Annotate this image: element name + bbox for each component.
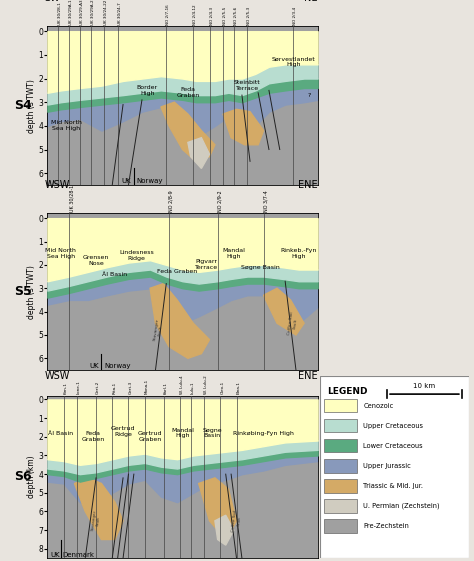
Text: Mid North
Sea High: Mid North Sea High — [46, 248, 76, 259]
Text: S4: S4 — [14, 99, 32, 112]
Text: ?: ? — [308, 93, 311, 98]
Text: Lindesness
Ridge: Lindesness Ridge — [119, 250, 154, 261]
Text: Karl-1: Karl-1 — [164, 382, 168, 394]
Text: S5: S5 — [14, 285, 32, 298]
Text: Kim-1: Kim-1 — [64, 382, 68, 394]
Bar — [324, 519, 357, 533]
Text: NO 2/3-4: NO 2/3-4 — [293, 7, 297, 25]
Text: Grensen
Nose: Grensen Nose — [83, 255, 109, 265]
Polygon shape — [74, 478, 123, 540]
Polygon shape — [215, 515, 234, 545]
Text: Søgne
Basin: Søgne Basin — [202, 427, 222, 439]
Text: NO 2/4-3: NO 2/4-3 — [210, 7, 213, 25]
Text: Steinbitt
Terrace: Steinbitt Terrace — [234, 80, 261, 91]
Text: Gertrud
Ridge: Gertrud Ridge — [111, 426, 135, 436]
Text: Coffee Soil
Fault: Coffee Soil Fault — [287, 311, 299, 335]
Text: NO 2/5-5: NO 2/5-5 — [223, 7, 227, 25]
Text: Gertrud
Graben: Gertrud Graben — [138, 431, 162, 442]
Polygon shape — [199, 478, 237, 540]
Text: UK 30/28-1: UK 30/28-1 — [69, 185, 74, 212]
Text: ENE: ENE — [298, 371, 318, 381]
Text: W. Lulu-2: W. Lulu-2 — [204, 375, 208, 394]
Text: UK 30/29-A3: UK 30/29-A3 — [80, 0, 84, 25]
Text: Coffee Soil
Fault: Coffee Soil Fault — [231, 509, 242, 532]
Text: Stavanger
Fault: Stavanger Fault — [91, 510, 101, 532]
Text: Feda Graben: Feda Graben — [157, 269, 197, 274]
Text: W. Lulu-4: W. Lulu-4 — [180, 375, 184, 394]
Text: NO 2/9-2: NO 2/9-2 — [218, 191, 223, 212]
Text: Cenozoic: Cenozoic — [363, 403, 393, 408]
Text: Rita-1: Rita-1 — [112, 381, 116, 394]
Text: Denmark: Denmark — [62, 553, 94, 558]
Text: Mona-1: Mona-1 — [145, 379, 149, 394]
Text: UK 30/29A-1: UK 30/29A-1 — [69, 0, 73, 25]
Text: Mid North
Sea High: Mid North Sea High — [51, 121, 82, 131]
Text: Triassic & Mid. Jur.: Triassic & Mid. Jur. — [363, 483, 423, 489]
Text: UK 30/24-7: UK 30/24-7 — [118, 3, 122, 25]
FancyBboxPatch shape — [320, 376, 469, 558]
Text: UK 30/28-1: UK 30/28-1 — [58, 3, 62, 25]
Bar — [324, 419, 357, 433]
Bar — [324, 459, 357, 472]
Text: Elna-1: Elna-1 — [237, 381, 240, 394]
Text: NO 2/4-12: NO 2/4-12 — [193, 4, 197, 25]
Text: SW: SW — [45, 0, 61, 3]
Text: Pigvarr
Terrace: Pigvarr Terrace — [195, 260, 219, 270]
Polygon shape — [264, 288, 304, 335]
Text: 10 km: 10 km — [413, 383, 436, 389]
Text: Pre-Zechstein: Pre-Zechstein — [363, 523, 409, 529]
Text: Lower Cretaceous: Lower Cretaceous — [363, 443, 423, 449]
Polygon shape — [150, 283, 210, 358]
Y-axis label: depth (s TWT): depth (s TWT) — [27, 79, 36, 133]
Y-axis label: depth (km): depth (km) — [27, 456, 36, 498]
Polygon shape — [161, 102, 215, 162]
Text: Mandal
High: Mandal High — [222, 248, 245, 259]
Text: NE: NE — [304, 0, 318, 3]
Polygon shape — [223, 109, 264, 145]
Text: Border
High: Border High — [137, 85, 158, 96]
Text: UK 30/24-22: UK 30/24-22 — [104, 0, 108, 25]
Text: UK: UK — [121, 178, 131, 185]
Text: Cleo-1: Cleo-1 — [220, 381, 224, 394]
Text: Rinkeb.-Fyn
High: Rinkeb.-Fyn High — [281, 248, 317, 259]
Text: NO 2/5-3: NO 2/5-3 — [247, 7, 251, 25]
Text: Sørvestlandet
High: Sørvestlandet High — [272, 57, 315, 67]
Polygon shape — [188, 137, 210, 168]
Text: UK: UK — [50, 553, 60, 558]
Bar — [324, 499, 357, 513]
Text: Norway: Norway — [137, 178, 163, 185]
Bar — [324, 479, 357, 493]
Text: S6: S6 — [14, 471, 32, 484]
Text: U. Permian (Zechstein): U. Permian (Zechstein) — [363, 503, 440, 509]
Text: WSW: WSW — [45, 180, 70, 190]
Text: Gert-2: Gert-2 — [96, 380, 100, 394]
Y-axis label: depth (s TWT): depth (s TWT) — [27, 265, 36, 319]
Text: NO 2/8-9: NO 2/8-9 — [169, 191, 174, 212]
Text: UK 30/29A-2: UK 30/29A-2 — [91, 0, 95, 25]
Text: Lulu-1: Lulu-1 — [191, 381, 195, 394]
Text: Stavanger
Fault: Stavanger Fault — [152, 319, 164, 342]
Text: Upper Jurassic: Upper Jurassic — [363, 463, 411, 469]
Bar — [324, 399, 357, 412]
Text: Feda
Graben: Feda Graben — [82, 431, 105, 442]
Text: ENE: ENE — [298, 180, 318, 190]
Text: NO 3/7-4: NO 3/7-4 — [264, 191, 269, 212]
Text: Ål Basin: Ål Basin — [48, 430, 73, 435]
Text: Upper Cretaceous: Upper Cretaceous — [363, 422, 423, 429]
Text: Rinkøbing-Fyn High: Rinkøbing-Fyn High — [233, 430, 294, 435]
Text: Mandal
High: Mandal High — [171, 427, 194, 439]
Text: LEGEND: LEGEND — [328, 387, 368, 396]
Text: Ål Basin: Ål Basin — [102, 272, 128, 277]
Text: Lone-1: Lone-1 — [77, 380, 81, 394]
Text: Norway: Norway — [104, 364, 131, 370]
Text: WSW: WSW — [45, 371, 70, 381]
Text: Gert-3: Gert-3 — [128, 380, 132, 394]
Text: UK: UK — [89, 364, 99, 370]
Text: NO 2/7-16: NO 2/7-16 — [166, 4, 170, 25]
Text: Søgne Basin: Søgne Basin — [241, 265, 280, 270]
Text: Feda
Graben: Feda Graben — [176, 88, 200, 98]
Bar — [324, 439, 357, 452]
Text: NO 2/5-6: NO 2/5-6 — [234, 7, 238, 25]
